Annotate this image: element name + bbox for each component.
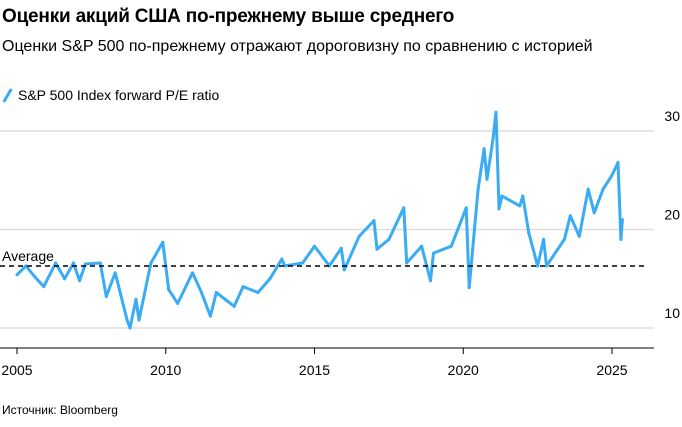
data-point [568, 214, 572, 218]
data-point [610, 173, 614, 177]
data-point [476, 187, 480, 191]
data-point [500, 194, 504, 198]
data-point [545, 264, 549, 268]
data-point [176, 301, 180, 305]
data-point [199, 291, 203, 295]
data-point [577, 234, 581, 238]
y-tick-label: 20 [664, 207, 680, 223]
data-point [125, 318, 129, 322]
chart-title: Оценки акций США по-прежнему выше средне… [2, 6, 455, 27]
data-point [301, 261, 305, 265]
data-point [601, 187, 605, 191]
data-point [402, 206, 406, 210]
x-tick-label: 2010 [150, 362, 181, 378]
data-point [620, 218, 624, 222]
data-point [527, 230, 531, 234]
data-point [268, 277, 272, 281]
data-point [280, 257, 284, 261]
data-point [562, 237, 566, 241]
data-point [313, 244, 316, 248]
data-point [191, 271, 195, 275]
legend-label: S&P 500 Index forward P/E ratio [18, 87, 220, 103]
series-line-pe-ratio [15, 110, 624, 330]
data-point [429, 279, 433, 283]
data-point [83, 262, 87, 266]
data-point [134, 297, 138, 301]
data-point [98, 261, 102, 265]
data-point [104, 294, 108, 298]
data-point [15, 273, 19, 277]
x-tick-label: 2005 [1, 362, 32, 378]
data-point [497, 207, 501, 211]
data-point [167, 288, 171, 292]
data-point [592, 211, 596, 215]
data-point [521, 194, 525, 198]
data-point [432, 251, 435, 255]
data-point [372, 219, 376, 223]
data-point [42, 285, 46, 289]
data-point [485, 177, 489, 181]
data-point [128, 326, 132, 330]
data-point [518, 204, 522, 208]
data-point [137, 318, 141, 322]
x-tick-label: 2025 [596, 362, 627, 378]
data-point [357, 234, 361, 238]
source-note: Источник: Bloomberg [2, 403, 118, 417]
data-point [241, 285, 245, 289]
average-label: Average [2, 248, 54, 264]
data-point [536, 264, 540, 268]
data-point [161, 240, 165, 244]
legend: S&P 500 Index forward P/E ratio [2, 87, 219, 103]
data-point [149, 261, 153, 265]
data-point [586, 187, 590, 191]
chart-subtitle: Оценки S&P 500 по-прежнему отражают доро… [2, 38, 593, 55]
y-tick-label: 10 [664, 305, 680, 321]
data-point [482, 147, 486, 151]
data-point [494, 110, 498, 114]
data-point [33, 275, 37, 279]
x-tick-label: 2020 [448, 362, 479, 378]
data-point [63, 277, 67, 281]
data-point [24, 264, 28, 268]
data-point [375, 247, 379, 251]
data-point [542, 237, 546, 241]
data-point [449, 244, 453, 248]
data-point [72, 261, 76, 265]
data-point [214, 291, 218, 295]
data-point [616, 161, 620, 165]
data-point [232, 304, 236, 308]
data-point [619, 237, 623, 241]
data-point [420, 244, 424, 248]
data-point [387, 237, 391, 241]
data-point [467, 286, 471, 290]
data-point [113, 271, 117, 275]
y-tick-label: 30 [664, 108, 680, 124]
data-point [339, 246, 343, 250]
data-point [208, 314, 212, 318]
x-tick-label: 2015 [299, 362, 330, 378]
data-point [342, 268, 346, 272]
data-point [405, 261, 409, 265]
data-point [77, 279, 81, 283]
data-point [256, 291, 260, 295]
data-point [491, 137, 495, 141]
data-point [54, 261, 58, 265]
data-point [464, 206, 468, 210]
